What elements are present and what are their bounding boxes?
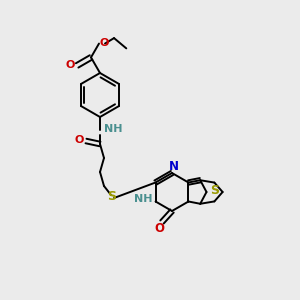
Text: N: N — [169, 160, 179, 173]
Text: O: O — [65, 60, 75, 70]
Text: S: S — [210, 184, 219, 197]
Text: NH: NH — [134, 194, 153, 205]
Text: S: S — [107, 190, 116, 203]
Text: NH: NH — [104, 124, 122, 134]
Text: O: O — [74, 135, 84, 145]
Text: O: O — [154, 223, 164, 236]
Text: O: O — [99, 38, 109, 48]
